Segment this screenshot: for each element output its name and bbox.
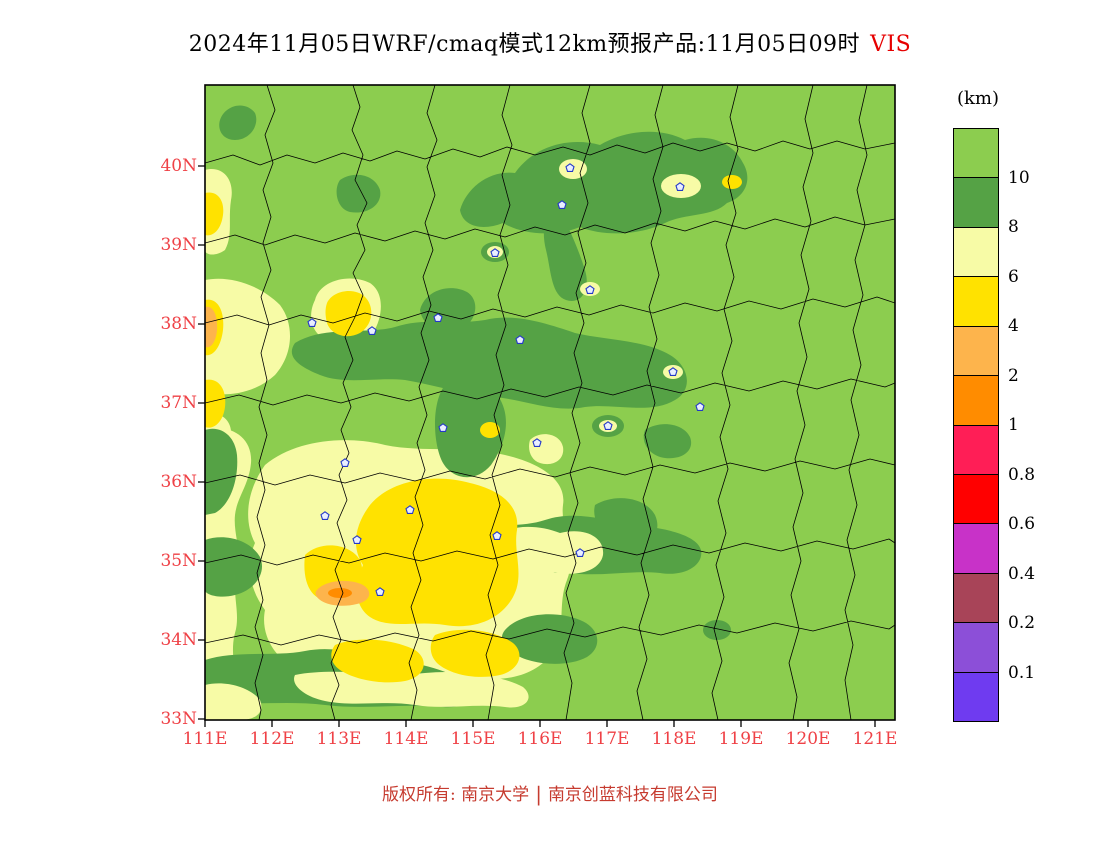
lat-tick-label: 37N [160, 393, 197, 413]
lon-tick-label: 120E [785, 729, 831, 749]
vis-fill-1-2km-layer [328, 588, 352, 598]
boundary-lines [205, 85, 895, 720]
lon-tick-label: 112E [249, 729, 295, 749]
lat-tick-label: 34N [160, 630, 197, 650]
colorbar-cell [954, 523, 998, 573]
colorbar-tick-label: 2 [1008, 366, 1019, 386]
colorbar-cell [954, 325, 998, 376]
colorbar-tick-label: 0.8 [1008, 465, 1036, 485]
colorbar-tick-label: 0.2 [1008, 613, 1036, 633]
colorbar-tick-label: 8 [1008, 217, 1019, 237]
footer-copyright: 版权所有: 南京大学 | 南京创蓝科技有限公司 [0, 780, 1100, 806]
colorbar-tick-label: 1 [1008, 415, 1019, 435]
colorbar-cell [954, 226, 998, 277]
lon-tick-label: 113E [316, 729, 362, 749]
title-text: 2024年11月05日WRF/cmaq模式12km预报产品:11月05日09时 [188, 32, 861, 57]
lat-tick-label: 36N [160, 472, 197, 492]
lon-tick-label: 114E [383, 729, 429, 749]
map-border [204, 84, 896, 721]
lon-tick-label: 121E [852, 729, 898, 749]
lon-tick-label: 117E [584, 729, 630, 749]
colorbar-cell [954, 572, 998, 623]
lon-tick-label: 111E [182, 729, 228, 749]
lat-tick-label: 33N [160, 709, 197, 729]
colorbar-cell [954, 671, 998, 722]
lon-tick-label: 116E [517, 729, 563, 749]
colorbar-tick-label: 0.6 [1008, 514, 1036, 534]
colorbar-cell [954, 276, 998, 326]
lon-tick-label: 118E [651, 729, 697, 749]
colorbar-tick-label: 4 [1008, 316, 1019, 336]
colorbar-unit: (km) [956, 88, 1000, 109]
lon-tick-label: 119E [718, 729, 764, 749]
axis-ticks [198, 165, 876, 727]
colorbar-tick-label: 0.4 [1008, 564, 1036, 584]
colorbar-cell [954, 129, 998, 178]
vis-fill-8-10km-layer [205, 105, 748, 708]
map-canvas [198, 84, 896, 727]
colorbar [953, 128, 999, 722]
lat-tick-label: 35N [160, 551, 197, 571]
colorbar-cell [954, 177, 998, 227]
lat-tick-label: 39N [160, 235, 197, 255]
footer-divider: | [535, 782, 542, 806]
footer-company: 南京创蓝科技有限公司 [547, 785, 718, 805]
footer-owner: 版权所有: 南京大学 [382, 785, 530, 805]
colorbar-tick-label: 10 [1008, 168, 1030, 188]
colorbar-cell [954, 473, 998, 524]
vis-fill-4-6km-layer [205, 175, 742, 683]
colorbar-cell [954, 375, 998, 425]
page-title: 2024年11月05日WRF/cmaq模式12km预报产品:11月05日09时 V… [0, 26, 1100, 58]
colorbar-cell [954, 424, 998, 474]
lat-tick-label: 40N [160, 156, 197, 176]
colorbar-tick-label: 0.1 [1008, 663, 1036, 683]
colorbar-cell [954, 622, 998, 672]
lat-tick-label: 38N [160, 314, 197, 334]
lon-tick-label: 115E [450, 729, 496, 749]
colorbar-tick-label: 6 [1008, 267, 1019, 287]
title-variable: VIS [870, 32, 912, 57]
